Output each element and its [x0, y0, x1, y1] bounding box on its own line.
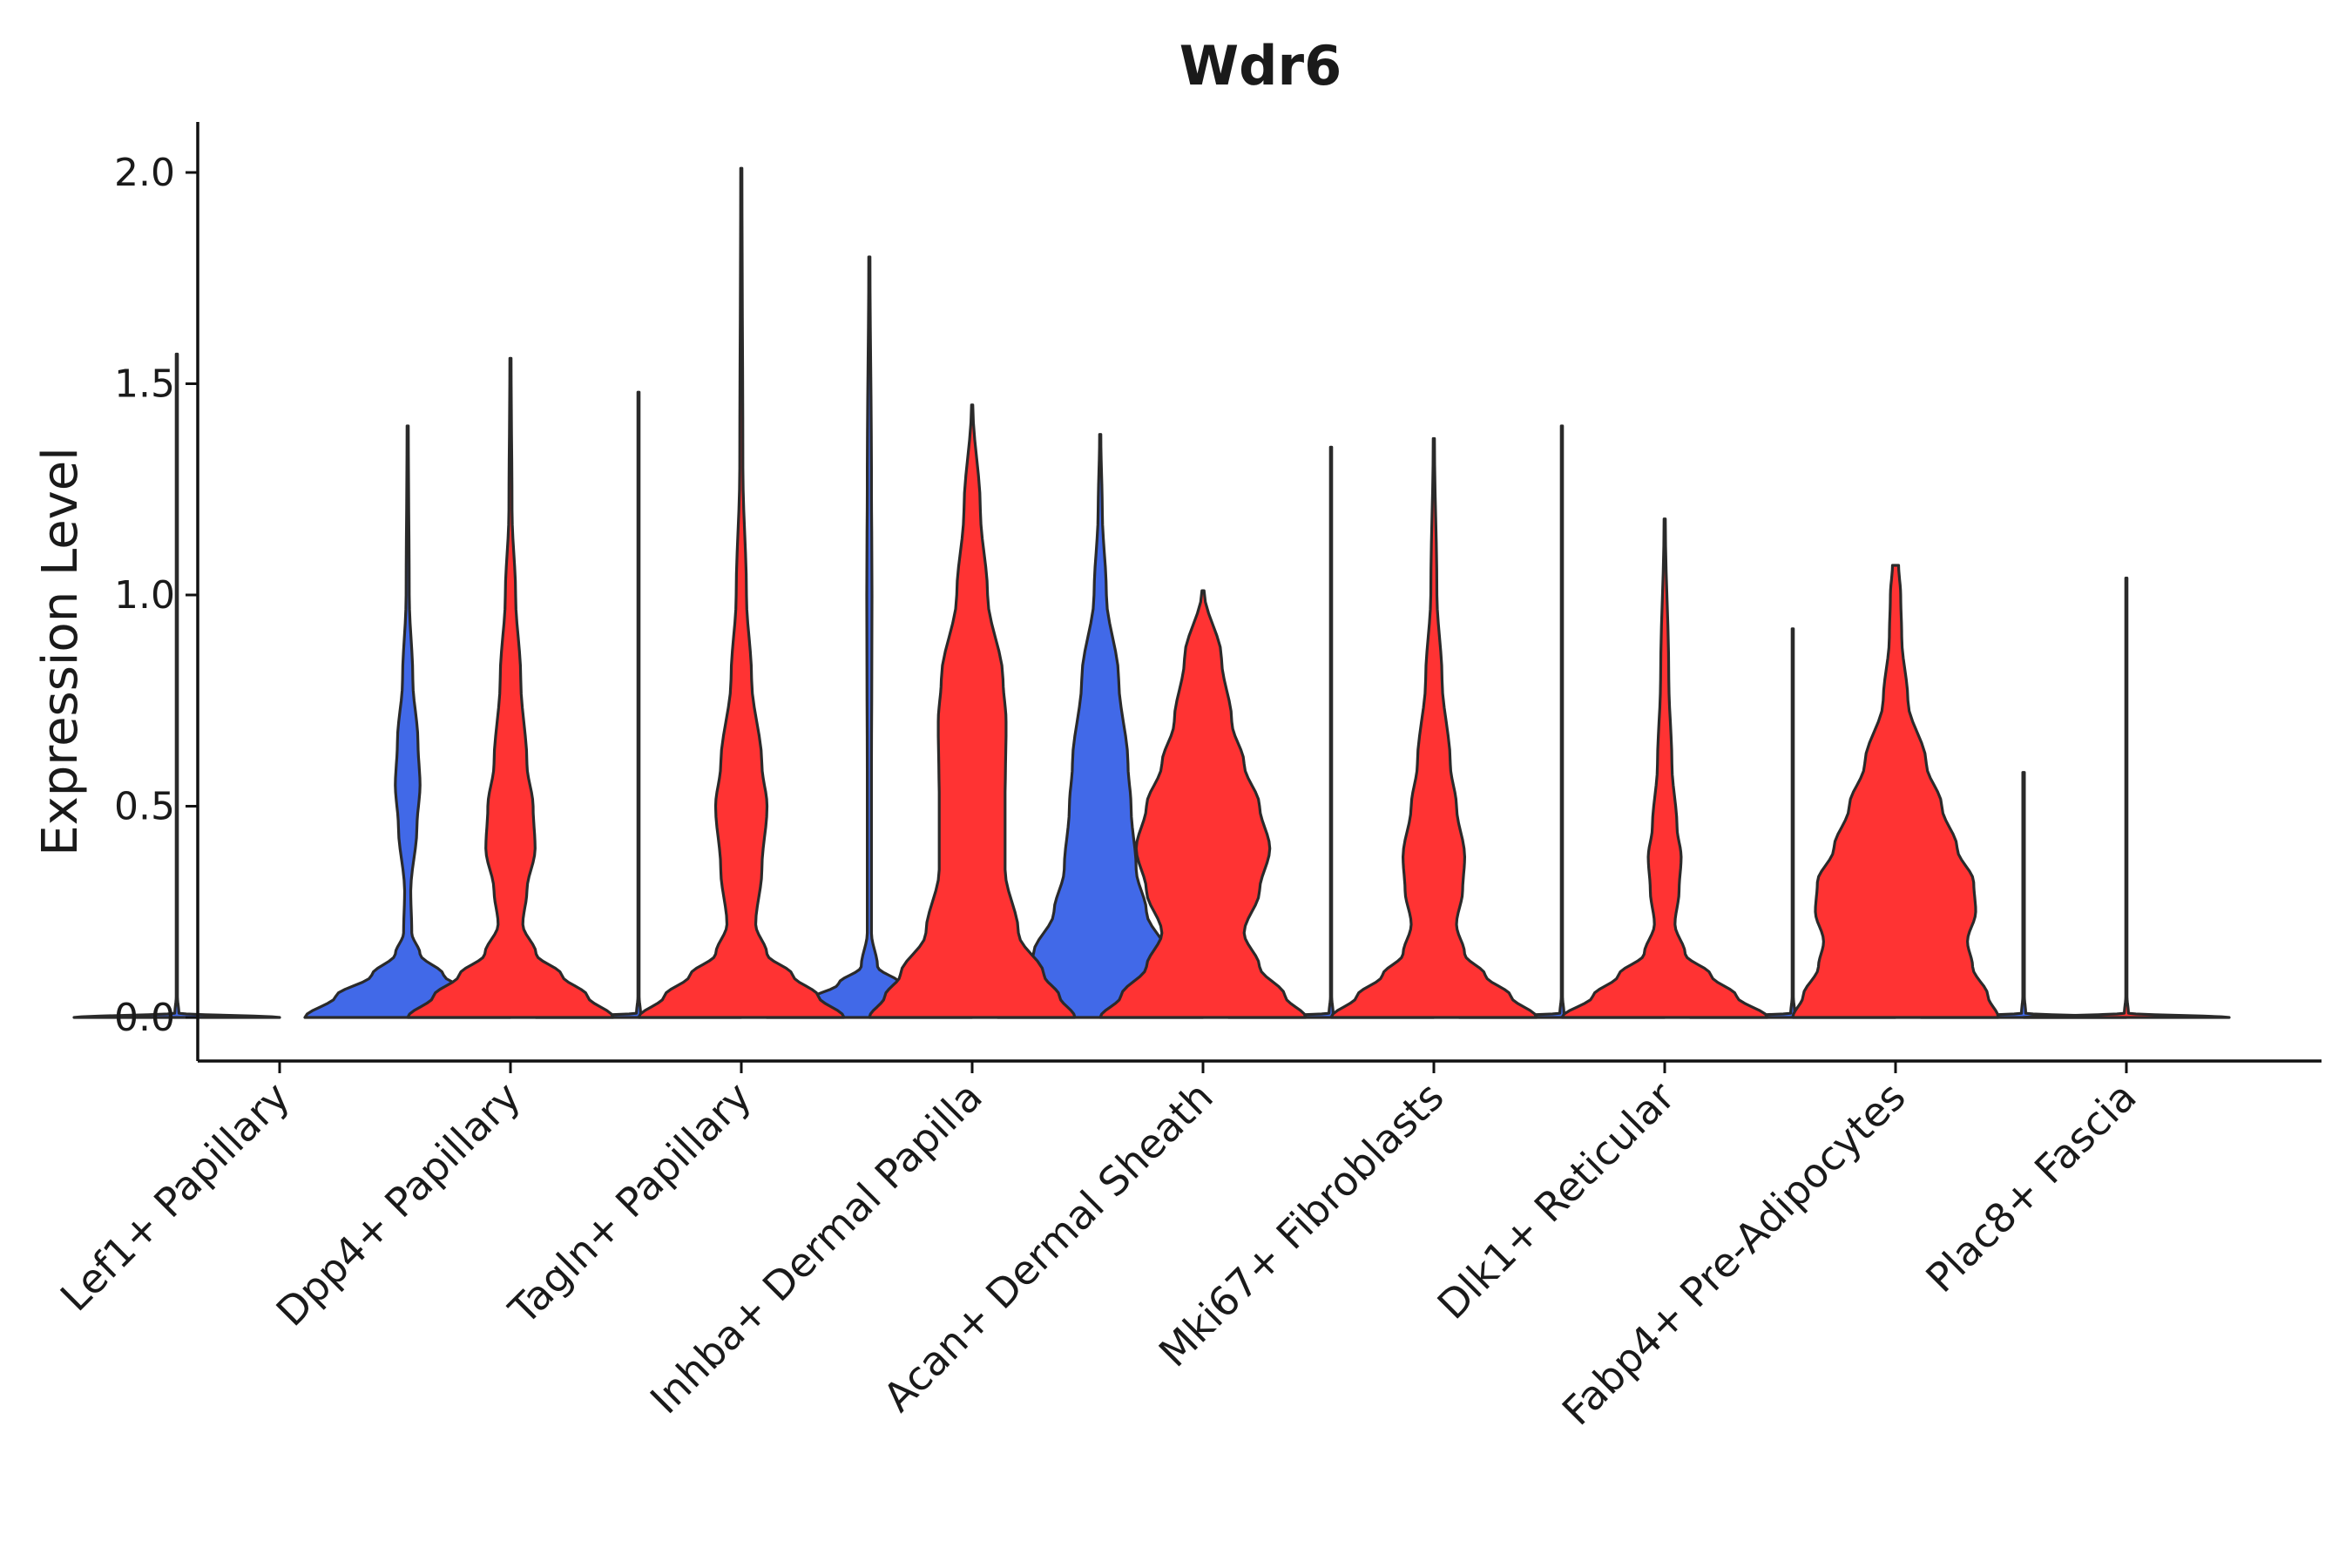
x-tick-label: Tagln+ Papillary	[499, 1073, 760, 1335]
violin-blue-6	[1227, 445, 1436, 1019]
y-axis-label: Expression Level	[32, 447, 89, 856]
violin-blue-2	[303, 424, 512, 1019]
violin-blue-4	[765, 255, 974, 1019]
chart-title: Wdr6	[1179, 34, 1342, 98]
axes	[196, 122, 2322, 1063]
y-tick-label: 0.0	[114, 996, 175, 1040]
y-tick-label: 1.5	[114, 362, 175, 407]
x-tick-label: Dlk1+ Reticular	[1429, 1073, 1684, 1328]
violin-red-8	[1791, 564, 2000, 1019]
violin-red-2	[406, 356, 615, 1019]
violin-blue-5	[996, 433, 1205, 1019]
violin-red-9	[2022, 577, 2231, 1019]
y-tick-label: 0.5	[114, 785, 175, 829]
violin-blue-9	[1919, 771, 2128, 1019]
y-tick-label: 2.0	[114, 151, 175, 195]
violin-blue-7	[1457, 424, 1666, 1019]
x-tick-label: Lef1+ Papillary	[51, 1073, 299, 1321]
violin-red-5	[1098, 589, 1308, 1019]
y-axis-ticks: 0.0 0.5 1.0 1.5 2.0	[114, 151, 198, 1040]
violin-red-3	[637, 166, 846, 1019]
violin-red-4	[868, 403, 1077, 1019]
violin-blue-3	[534, 390, 743, 1019]
violin-layer	[72, 166, 2231, 1019]
y-tick-label: 1.0	[114, 573, 175, 618]
violin-blue-1	[72, 352, 281, 1019]
x-tick-label: Dpp4+ Papillary	[267, 1073, 530, 1335]
violin-red-6	[1329, 436, 1538, 1019]
x-tick-label: Plac8+ Fascia	[1916, 1073, 2145, 1301]
violin-red-7	[1560, 517, 1769, 1019]
